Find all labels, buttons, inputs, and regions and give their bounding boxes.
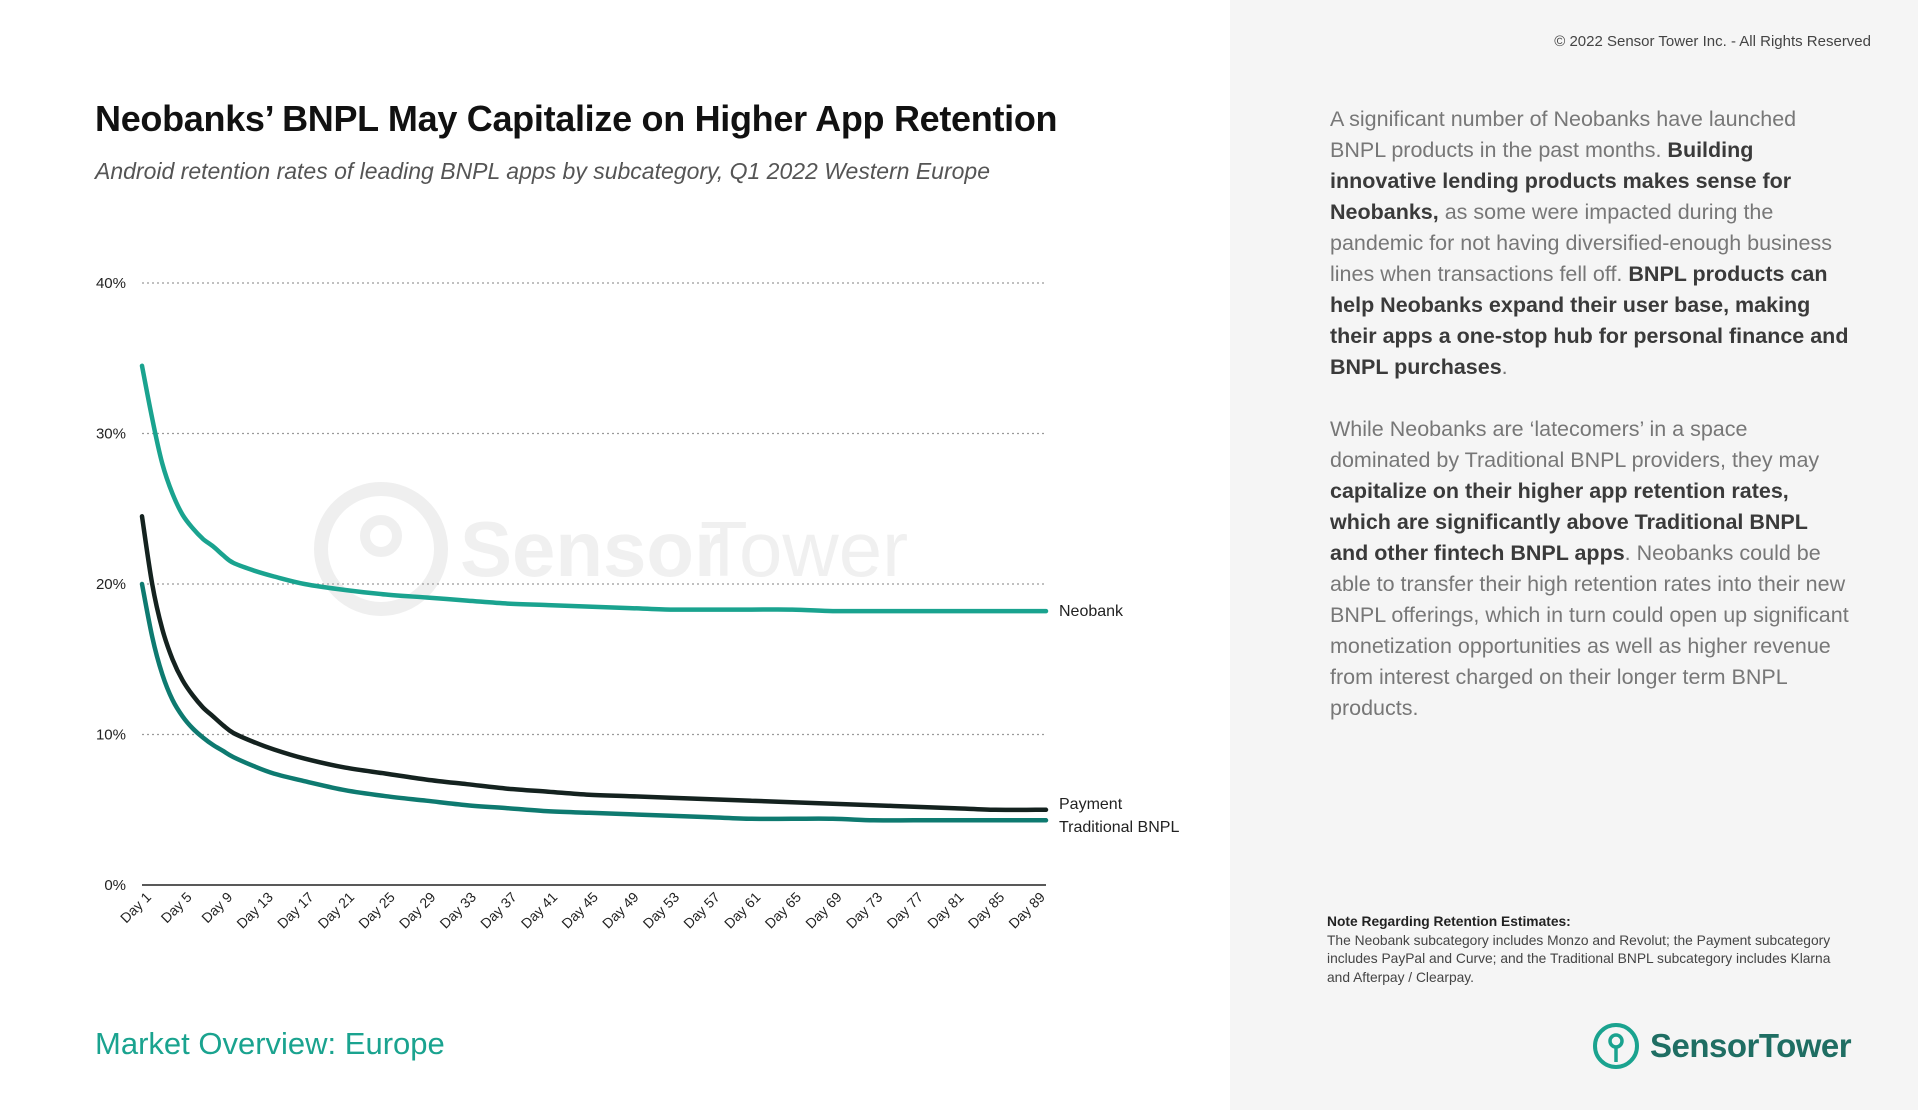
y-tick-label: 20% xyxy=(96,576,126,593)
commentary-p1-run-4: . xyxy=(1501,355,1508,379)
series-line-payment xyxy=(139,514,1049,813)
note-text: The Neobank subcategory includes Monzo a… xyxy=(1327,932,1831,985)
retention-note: Note Regarding Retention Estimates: The … xyxy=(1327,913,1857,987)
commentary-p1-run-1: Building innovative lending products mak… xyxy=(1330,138,1792,224)
commentary-paragraph-2: While Neobanks are ‘latecomers’ in a spa… xyxy=(1330,414,1850,724)
sensor-tower-logo-icon xyxy=(1593,1023,1639,1069)
series-label-payment: Payment xyxy=(1059,796,1123,813)
section-label: Market Overview: Europe xyxy=(95,1026,445,1061)
commentary-p2-run-1: capitalize on their higher app retention… xyxy=(1330,479,1808,565)
logo-text-a: Sensor xyxy=(1650,1027,1759,1064)
commentary-text: A significant number of Neobanks have la… xyxy=(1330,104,1850,755)
logo-text: SensorTower xyxy=(1650,1027,1852,1065)
x-tick-label: Day 49 xyxy=(599,889,642,932)
x-tick-label: Day 25 xyxy=(355,889,398,932)
x-tick-label: Day 21 xyxy=(315,889,358,932)
x-tick-label: Day 77 xyxy=(883,889,926,932)
copyright: © 2022 Sensor Tower Inc. - All Rights Re… xyxy=(1554,33,1871,50)
commentary-panel xyxy=(1230,0,1918,1110)
commentary-p2-run-0: While Neobanks are ‘latecomers’ in a spa… xyxy=(1330,417,1820,472)
x-tick-label: Day 13 xyxy=(233,889,276,932)
sensor-tower-logo: SensorTower xyxy=(1592,1022,1852,1070)
watermark-text-b: Tower xyxy=(700,505,908,593)
x-tick-label: Day 37 xyxy=(477,889,520,932)
series-line-traditional-bnpl xyxy=(139,581,1049,823)
x-tick-label: Day 17 xyxy=(274,889,317,932)
page-title: Neobanks’ BNPL May Capitalize on Higher … xyxy=(95,98,1058,139)
x-tick-label: Day 61 xyxy=(721,889,764,932)
series-lines xyxy=(139,363,1049,823)
y-tick-label: 40% xyxy=(96,275,126,292)
commentary-p1-run-0: A significant number of Neobanks have la… xyxy=(1330,107,1797,162)
y-tick-label: 0% xyxy=(104,877,126,894)
logo-text-b: Tower xyxy=(1758,1027,1852,1064)
commentary-paragraph-1: A significant number of Neobanks have la… xyxy=(1330,104,1850,383)
x-tick-label: Day 33 xyxy=(436,889,479,932)
main-panel: Neobanks’ BNPL May Capitalize on Higher … xyxy=(95,98,1180,1061)
chart-grid xyxy=(142,282,1046,886)
watermark-text-a: Sensor xyxy=(460,505,724,593)
commentary-p1-run-2: as some were impacted during the pandemi… xyxy=(1330,200,1832,286)
watermark: Sensor Tower xyxy=(314,482,908,616)
watermark-logo-icon xyxy=(314,482,448,616)
x-tick-label: Day 41 xyxy=(518,889,561,932)
x-tick-label: Day 81 xyxy=(924,889,967,932)
series-label-neobank: Neobank xyxy=(1059,603,1124,620)
note-title: Note Regarding Retention Estimates: xyxy=(1327,914,1571,929)
series-label-traditional-bnpl: Traditional BNPL xyxy=(1059,819,1179,836)
x-tick-label: Day 29 xyxy=(396,889,439,932)
x-tick-label: Day 45 xyxy=(558,889,601,932)
x-tick-label: Day 9 xyxy=(198,889,235,926)
series-labels: Neobank Payment Traditional BNPL xyxy=(1059,603,1179,836)
y-axis-ticks: 0% 10% 20% 30% 40% xyxy=(96,275,126,894)
x-tick-label: Day 53 xyxy=(640,889,683,932)
watermark-logo-dot xyxy=(360,515,402,557)
x-tick-label: Day 5 xyxy=(158,889,195,926)
series-line-neobank xyxy=(139,363,1049,614)
x-tick-label: Day 85 xyxy=(965,889,1008,932)
x-tick-label: Day 1 xyxy=(117,889,154,926)
y-tick-label: 30% xyxy=(96,426,126,443)
x-tick-label: Day 57 xyxy=(680,889,723,932)
y-tick-label: 10% xyxy=(96,727,126,744)
x-tick-label: Day 89 xyxy=(1005,889,1048,932)
commentary-p2-run-2: . Neobanks could be able to transfer the… xyxy=(1330,541,1849,720)
x-tick-label: Day 73 xyxy=(843,889,886,932)
retention-line-chart: Sensor Tower 0%10%20%30%40% Day 1 Day 5 Da… xyxy=(96,275,1179,932)
page-subtitle: Android retention rates of leading BNPL … xyxy=(95,158,991,184)
commentary-p1-run-3: BNPL products can help Neobanks expand t… xyxy=(1330,262,1849,379)
x-tick-label: Day 65 xyxy=(762,889,805,932)
x-tick-label: Day 69 xyxy=(802,889,845,932)
